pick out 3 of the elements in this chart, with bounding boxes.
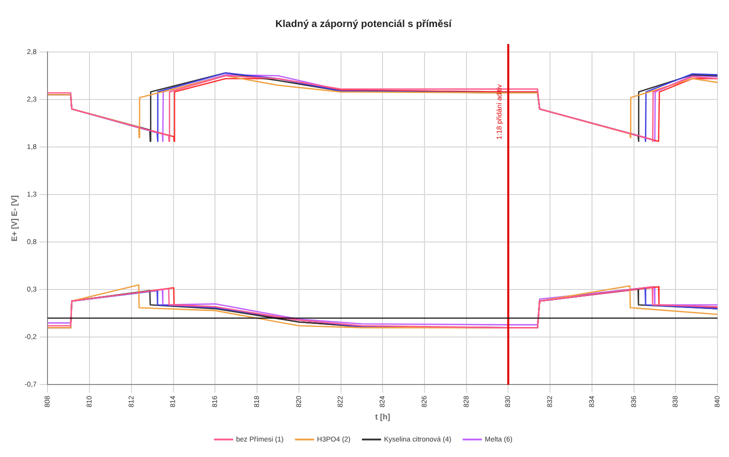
x-axis-title: t [h] [375, 412, 391, 422]
chart-title: Kladný a záporný potenciál s příměsí [275, 18, 453, 30]
y-axis-title: E+ [V] E- [V] [10, 195, 20, 242]
